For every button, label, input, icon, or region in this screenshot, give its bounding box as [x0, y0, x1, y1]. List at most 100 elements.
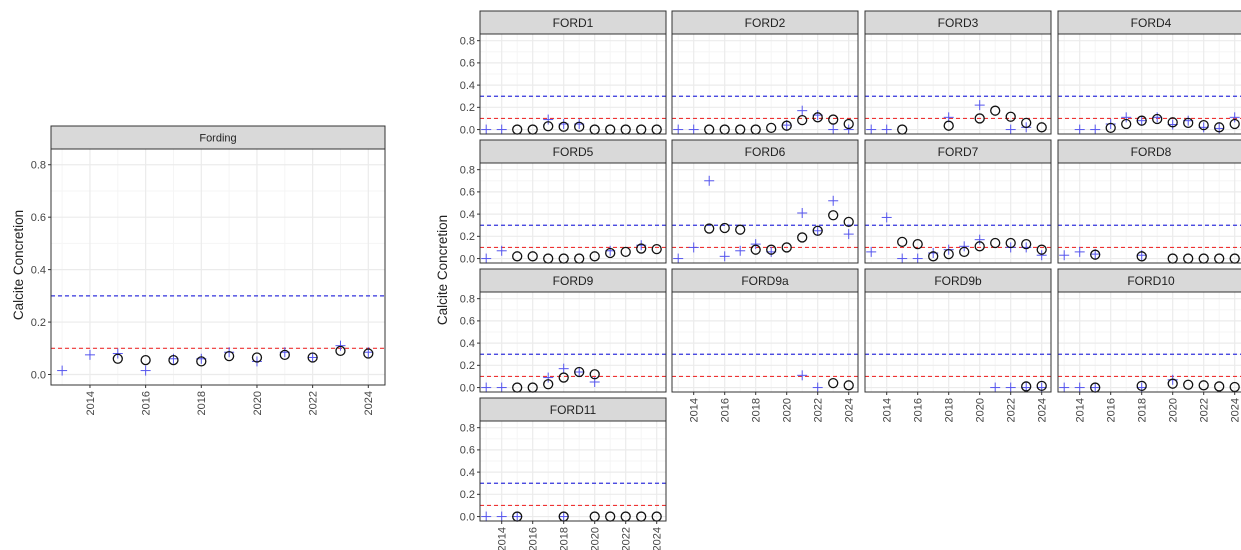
data-point-plus: [335, 340, 346, 351]
data-point-plus: [959, 241, 970, 252]
data-point-circle: [1105, 122, 1116, 134]
data-point-circle: [1005, 237, 1016, 249]
x-tick-label: 2018: [559, 527, 571, 550]
data-point-circle: [843, 380, 854, 391]
data-point-plus: [512, 511, 523, 522]
data-point-plus: [496, 382, 507, 393]
panel-border: [479, 420, 667, 522]
data-point-plus: [843, 124, 854, 135]
x-tick-label: 2014: [85, 391, 97, 415]
panel-background: [480, 163, 666, 263]
data-point-plus: [1074, 382, 1085, 393]
data-point-plus: [704, 175, 715, 186]
data-point-circle: [196, 356, 207, 367]
data-point-plus: [897, 253, 908, 264]
grid-y-axis-label: Calcite Concretion: [435, 215, 450, 325]
data-point-circle: [363, 348, 374, 359]
data-point-plus: [605, 245, 616, 256]
data-point-plus: [881, 212, 892, 223]
data-point-plus: [1136, 115, 1147, 126]
x-tick-label: 2020: [252, 391, 264, 415]
data-point-circle: [589, 251, 600, 262]
data-point-plus: [481, 382, 492, 393]
data-point-plus: [766, 246, 777, 257]
panel-ford10: FORD10 2014 2016 2018 2020 2022 2024: [1057, 268, 1241, 422]
data-point-circle: [959, 246, 970, 258]
panel-title: FORD2: [745, 16, 786, 30]
data-point-plus: [481, 253, 492, 264]
panel-background: [1058, 163, 1241, 263]
data-point-plus: [1059, 250, 1070, 261]
data-point-circle: [812, 225, 823, 236]
data-point-plus: [974, 100, 985, 111]
data-point-circle: [812, 112, 823, 123]
data-point-circle: [974, 113, 985, 124]
data-point-circle: [1005, 111, 1016, 122]
panel-ford7: FORD7: [864, 139, 1052, 264]
panel-border: [671, 291, 859, 393]
data-point-circle: [828, 210, 839, 221]
y-tick-label: 0.6: [31, 212, 46, 224]
data-point-plus: [1059, 382, 1070, 393]
x-tick-label: 2022: [621, 527, 633, 550]
data-point-plus: [574, 367, 585, 377]
data-point-circle: [574, 366, 585, 378]
data-point-plus: [673, 124, 684, 135]
y-tick-label: 0.2: [31, 317, 46, 329]
data-point-plus: [812, 382, 823, 393]
data-point-plus: [673, 253, 684, 264]
data-point-plus: [307, 352, 318, 363]
data-point-circle: [781, 242, 792, 253]
data-point-circle: [990, 237, 1001, 249]
panel-title: FORD7: [938, 145, 979, 159]
data-point-plus: [112, 348, 123, 359]
y-tick-label: 0.0: [31, 369, 46, 381]
panel-border: [864, 33, 1052, 135]
data-point-circle: [912, 238, 923, 250]
y-tick-label: 0.6: [460, 187, 475, 199]
data-point-plus: [828, 195, 839, 206]
panel-ford9a: FORD9a 2014 2016 2018 2020 2022 2024: [671, 268, 859, 422]
data-point-plus: [866, 124, 877, 135]
data-point-circle: [1136, 115, 1147, 126]
data-point-plus: [735, 245, 746, 256]
data-point-circle: [307, 352, 318, 363]
data-point-circle: [943, 248, 954, 260]
data-point-circle: [719, 222, 730, 234]
x-tick-label: 2016: [528, 527, 540, 550]
panel-ford5: FORD5 0.0 0.2 0.4 0.6 0.8: [460, 139, 667, 265]
y-tick-label: 0.6: [460, 445, 475, 457]
panel-title: FORD9a: [741, 274, 789, 288]
x-tick-label: 2014: [882, 398, 894, 422]
y-tick-label: 0.8: [31, 160, 46, 172]
data-point-circle: [735, 224, 746, 235]
data-point-circle: [1136, 251, 1147, 262]
panel-background: [672, 292, 858, 392]
panel-title: FORD1: [553, 16, 594, 30]
panel-border: [479, 291, 667, 393]
data-point-plus: [797, 105, 808, 116]
panel-border: [1057, 33, 1241, 135]
data-point-plus: [543, 372, 554, 383]
data-point-plus: [974, 234, 985, 245]
data-point-circle: [1021, 238, 1032, 250]
data-point-circle: [1136, 380, 1147, 392]
panel-ford6: FORD6: [671, 139, 859, 264]
data-point-circle: [1021, 117, 1032, 129]
data-point-plus: [1121, 112, 1132, 123]
data-point-plus: [812, 110, 823, 121]
panel-ford9b: FORD9b 2014 2016 2018 2020 2022 2024: [864, 268, 1052, 422]
x-tick-label: 2020: [1168, 398, 1180, 422]
data-point-circle: [828, 377, 839, 389]
data-point-circle: [928, 251, 939, 262]
data-point-circle: [1121, 118, 1132, 130]
data-point-plus: [1005, 382, 1016, 393]
panel-background: [672, 34, 858, 134]
panel-background: [1058, 34, 1241, 134]
x-tick-label: 2022: [813, 398, 825, 422]
data-point-circle: [1167, 117, 1178, 128]
data-point-plus: [750, 239, 761, 250]
data-point-plus: [1198, 122, 1209, 133]
x-tick-label: 2018: [944, 398, 956, 422]
y-tick-label: 0.4: [460, 467, 475, 479]
